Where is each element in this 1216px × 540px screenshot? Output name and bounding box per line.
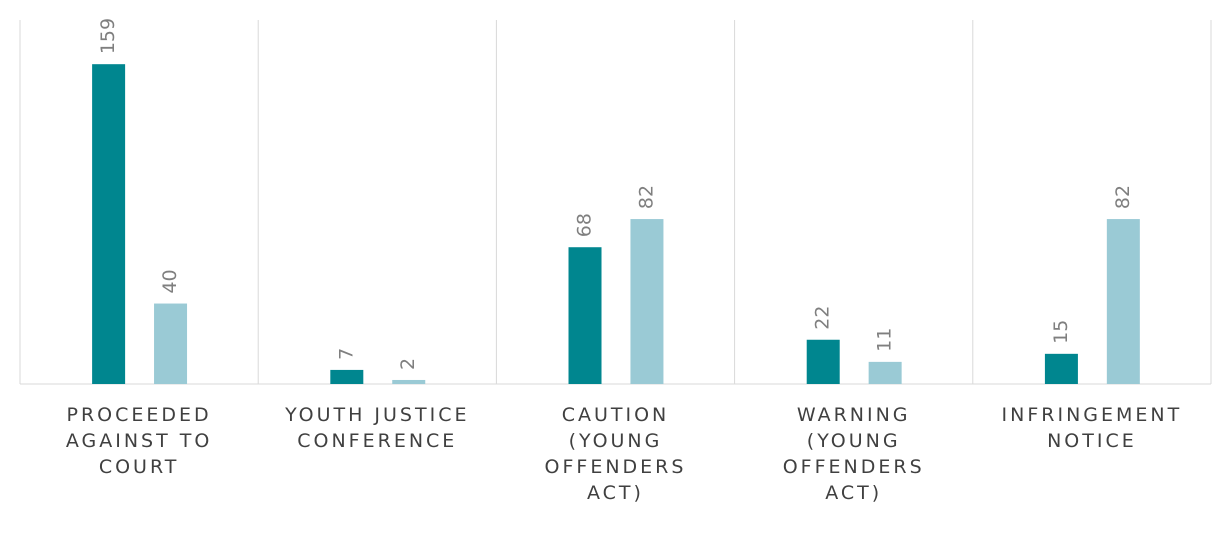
- bar: [92, 64, 126, 384]
- bar: [154, 303, 188, 384]
- x-tick-label: WARNING (YOUNG OFFENDERS ACT): [782, 404, 925, 504]
- bar: [568, 247, 602, 384]
- bar: [392, 379, 426, 384]
- value-label: 82: [635, 185, 657, 209]
- bar: [1106, 219, 1140, 384]
- bar: [806, 339, 840, 384]
- value-label: 82: [1112, 185, 1134, 209]
- value-label: 7: [335, 348, 357, 360]
- value-label: 22: [812, 306, 834, 330]
- value-label: 11: [874, 328, 896, 352]
- value-label: 40: [159, 269, 181, 293]
- x-tick-label: INFRINGEMENT NOTICE: [1001, 404, 1183, 452]
- bar: [1044, 353, 1078, 384]
- x-tick-label: PROCEEDED AGAINST TO COURT: [65, 404, 213, 478]
- bar: [330, 369, 364, 384]
- value-label: 68: [574, 213, 596, 237]
- bar: [630, 219, 664, 384]
- value-label: 159: [97, 18, 119, 54]
- x-tick-label: YOUTH JUSTICE CONFERENCE: [285, 404, 470, 452]
- x-tick-label: CAUTION (YOUNG OFFENDERS ACT): [544, 404, 687, 504]
- value-label: 2: [397, 358, 419, 370]
- bar: [868, 361, 902, 384]
- value-label: 15: [1050, 320, 1072, 344]
